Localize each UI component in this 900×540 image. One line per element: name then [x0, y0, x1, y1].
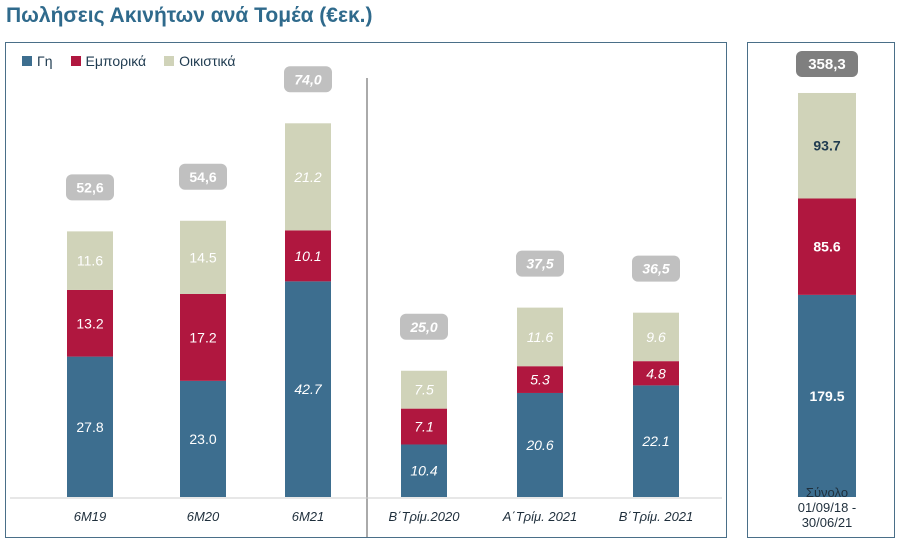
- bar-segment-commercial: [180, 293, 226, 381]
- category-label: Α΄Τρίμ. 2021: [502, 509, 578, 524]
- legend: Γη Εμπορικά Οικιστικά: [22, 53, 235, 69]
- data-label: 27.8: [76, 419, 103, 435]
- legend-swatch-residential: [164, 56, 175, 66]
- bar-segment-commercial: [798, 198, 856, 295]
- data-label: 22.1: [641, 433, 669, 449]
- bar-segment-land: [517, 392, 563, 497]
- total-badge: [400, 313, 448, 340]
- bar-segment-commercial: [67, 289, 113, 357]
- bar-segment-residential: [633, 312, 679, 362]
- bar-segment-commercial: [517, 366, 563, 393]
- total-badge: [516, 250, 564, 277]
- total-chart-panel: [747, 42, 895, 538]
- legend-label-residential: Οικιστικά: [179, 53, 236, 69]
- total-badge: [179, 163, 227, 190]
- bar-segment-land: [401, 444, 447, 497]
- bar-segment-land: [180, 380, 226, 497]
- category-label: Β΄Τρίμ.2020: [389, 509, 461, 524]
- data-label: 10.4: [410, 463, 437, 479]
- bar-segment-commercial: [401, 408, 447, 445]
- category-label: 6M19: [74, 509, 107, 524]
- total-label: 74,0: [294, 71, 321, 87]
- total-badge: [284, 66, 332, 93]
- data-label: 21.2: [293, 169, 321, 185]
- data-label: 11.6: [527, 329, 553, 345]
- category-label: 6M20: [187, 509, 220, 524]
- legend-label-land: Γη: [37, 53, 53, 69]
- bar-segment-land: [798, 294, 856, 497]
- bar-segment-commercial: [633, 361, 679, 386]
- data-label: 13.2: [76, 315, 103, 331]
- data-label: 42.7: [294, 381, 322, 397]
- category-label: 01/09/18 -: [798, 500, 857, 515]
- bar-segment-commercial: [285, 230, 331, 282]
- data-label: 17.2: [189, 329, 216, 345]
- total-label: 54,6: [189, 169, 216, 185]
- data-label: 14.5: [189, 249, 216, 265]
- data-label: 179.5: [809, 388, 844, 404]
- total-label: 358,3: [808, 56, 846, 73]
- data-label: 23.0: [189, 431, 216, 447]
- legend-item-residential: Οικιστικά: [164, 53, 235, 69]
- main-chart-panel: [5, 42, 727, 538]
- data-label: 9.6: [646, 329, 666, 345]
- data-label: 93.7: [813, 138, 840, 154]
- data-label: 5.3: [530, 372, 550, 388]
- total-label: 52,6: [76, 179, 103, 195]
- bar-segment-land: [633, 385, 679, 497]
- data-label: 20.6: [525, 437, 553, 453]
- total-badge: [796, 51, 858, 77]
- data-label: 7.5: [414, 382, 434, 398]
- legend-swatch-commercial: [70, 56, 81, 66]
- category-label: 30/06/21: [802, 515, 853, 530]
- total-label: 36,5: [642, 261, 669, 277]
- category-label: Σύνολο: [806, 485, 848, 500]
- data-label: 85.6: [813, 239, 840, 255]
- legend-item-land: Γη: [22, 53, 53, 69]
- total-label: 25,0: [409, 319, 437, 335]
- bar-segment-residential: [67, 231, 113, 290]
- data-label: 4.8: [646, 365, 666, 381]
- data-label: 11.6: [77, 253, 103, 269]
- bar-segment-residential: [285, 123, 331, 231]
- bar-segment-residential: [401, 370, 447, 409]
- bar-segment-residential: [798, 92, 856, 199]
- chart-title: Πωλήσεις Ακινήτων ανά Τομέα (€εκ.): [6, 4, 373, 27]
- bar-segment-land: [285, 281, 331, 497]
- data-label: 10.1: [294, 248, 321, 264]
- total-badge: [66, 174, 114, 201]
- bar-segment-residential: [517, 307, 563, 367]
- legend-item-commercial: Εμπορικά: [70, 53, 147, 69]
- legend-label-commercial: Εμπορικά: [85, 53, 147, 69]
- total-label: 37,5: [526, 256, 553, 272]
- total-badge: [632, 255, 680, 282]
- category-label: Β΄Τρίμ. 2021: [619, 509, 694, 524]
- data-label: 7.1: [414, 419, 433, 435]
- legend-swatch-land: [22, 56, 32, 66]
- category-label: 6M21: [292, 509, 325, 524]
- bar-segment-land: [67, 356, 113, 497]
- bar-segment-residential: [180, 220, 226, 294]
